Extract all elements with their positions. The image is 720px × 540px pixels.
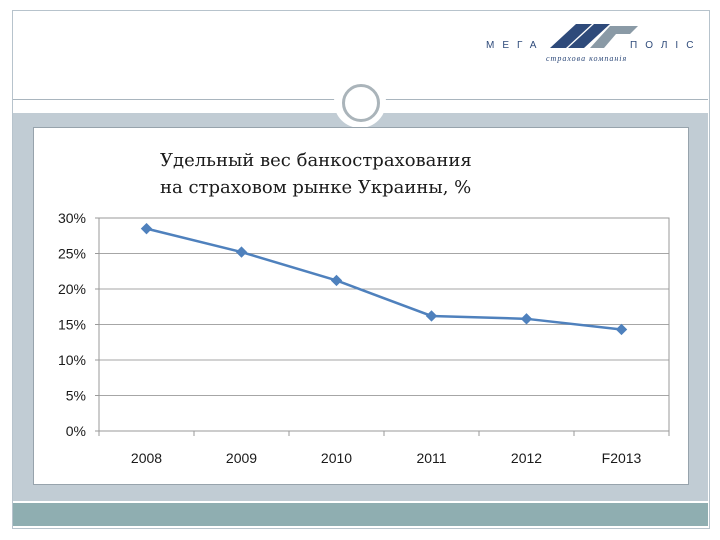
y-tick-label: 5% (66, 388, 86, 404)
chart-panel (33, 127, 689, 485)
x-tick-label: 2010 (321, 450, 352, 466)
data-point-marker (235, 246, 248, 258)
data-point-marker (140, 222, 153, 235)
series (140, 222, 628, 336)
logo-stripe (568, 24, 610, 48)
y-tick-label: 10% (58, 352, 86, 368)
y-tick-label: 20% (58, 281, 86, 297)
x-tick-label: 2011 (416, 450, 446, 466)
x-tick-label: 2012 (511, 450, 542, 466)
footer-band (13, 503, 708, 526)
y-tick-label: 25% (58, 246, 86, 262)
chart-title-line-1: Удельный вес банкострахования (160, 150, 472, 171)
x-tick-label: F2013 (602, 450, 642, 466)
data-point-marker (330, 274, 343, 287)
data-point-marker (615, 323, 628, 336)
logo-stripe (550, 24, 592, 48)
data-point-marker (520, 313, 533, 325)
y-tick-label: 15% (58, 317, 86, 333)
ring-ornament-inner (342, 84, 380, 122)
y-tick-label: 0% (66, 423, 86, 439)
logo-stripe (590, 26, 638, 48)
y-tick-label: 30% (58, 210, 86, 226)
y-axis-ticks: 0% 5% 10% 15% 20% 25% 30% (58, 210, 86, 439)
x-axis-ticks: 2008 2009 2010 2011 2012 F2013 (98, 431, 670, 466)
x-tick-label: 2009 (226, 450, 257, 466)
logo-mark-icon (550, 24, 638, 48)
chart-title-line-2: на страховом рынке Украины, % (160, 177, 472, 198)
company-logo: МЕГА ПОЛІС страхова компанія (480, 18, 693, 68)
data-point-marker (425, 310, 438, 322)
series-line (146, 227, 622, 331)
logo-subtitle: страхова компанія (546, 54, 628, 63)
x-tick-label: 2008 (131, 450, 162, 466)
chart-title: Удельный вес банкострахования на страхов… (160, 147, 600, 201)
logo-left-text: МЕГА (486, 40, 545, 51)
logo-right-text: ПОЛІС (630, 40, 702, 51)
